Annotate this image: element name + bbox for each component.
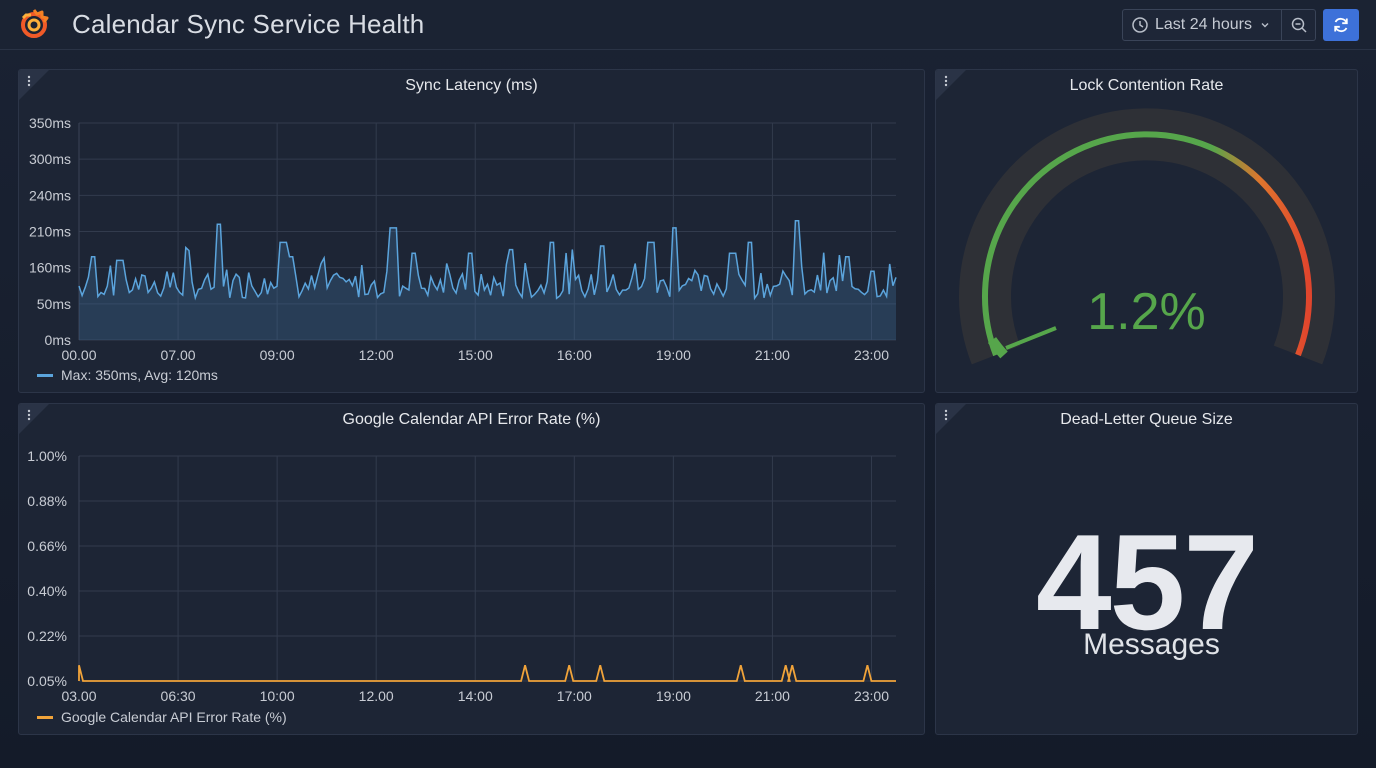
clock-icon	[1132, 17, 1148, 33]
lock-contention-gauge	[959, 108, 1335, 365]
gauge-threshold-arc	[982, 131, 1312, 357]
panel-menu-icon[interactable]	[942, 408, 950, 422]
panel-corner	[19, 404, 49, 434]
y-tick-label: 300ms	[29, 151, 71, 167]
stat-unit: Messages	[1083, 628, 1220, 661]
chevron-down-icon	[1261, 23, 1269, 28]
x-tick-label: 09:00	[260, 347, 295, 363]
dead-letter-queue-panel[interactable]: Dead-Letter Queue Size 457 Messages	[935, 403, 1358, 735]
x-tick-label: 10:00	[260, 688, 295, 704]
panel-corner	[936, 404, 966, 434]
panel-menu-icon[interactable]	[25, 408, 33, 422]
series-line	[78, 665, 896, 682]
x-tick-label: 23:00	[854, 347, 889, 363]
time-range-picker[interactable]: Last 24 hours	[1122, 9, 1282, 41]
y-tick-label: 210ms	[29, 224, 71, 240]
top-bar: Calendar Sync Service Health Last 24 hou…	[0, 0, 1376, 50]
legend-item[interactable]: Max: 350ms, Avg: 120ms	[37, 367, 218, 383]
x-tick-label: 21:00	[755, 347, 790, 363]
panel-menu-icon[interactable]	[25, 74, 33, 88]
x-tick-label: 07.00	[161, 347, 196, 363]
dashboard-title[interactable]: Calendar Sync Service Health	[72, 9, 425, 39]
y-tick-label: 0.22%	[27, 628, 67, 644]
lock-contention-panel[interactable]: Lock Contention Rate 1.2%	[935, 69, 1358, 393]
api-error-rate-panel[interactable]: Google Calendar API Error Rate (%) 0.05%…	[18, 403, 925, 735]
stat-value: 457	[1036, 506, 1259, 658]
y-tick-label: 0.66%	[27, 538, 67, 554]
y-tick-label: 160ms	[29, 260, 71, 276]
panel-menu-icon[interactable]	[942, 74, 950, 88]
gauge-needle	[1005, 326, 1057, 350]
x-tick-label: 14:00	[458, 688, 493, 704]
x-tick-label: 12:00	[359, 347, 394, 363]
y-tick-label: 1.00%	[27, 448, 67, 464]
x-tick-label: 21:00	[755, 688, 790, 704]
x-tick-label: 03.00	[61, 688, 96, 704]
x-tick-label: 23:00	[854, 688, 889, 704]
x-tick-label: 12.00	[359, 688, 394, 704]
series-area	[79, 220, 896, 340]
x-tick-label: 15:00	[458, 347, 493, 363]
legend-swatch	[37, 715, 53, 719]
zoom-out-button[interactable]	[1282, 9, 1316, 41]
api-error-rate-chart: 0.05% 0.22% 0.40% 0.66% 0.88% 1.00% 03.00 06:30…	[27, 448, 896, 704]
legend-swatch	[37, 373, 53, 377]
refresh-icon	[1334, 17, 1348, 33]
x-tick-label: 06:30	[161, 688, 196, 704]
sync-latency-panel[interactable]: Sync Latency (ms) 0ms 50ms 160ms 210ms 240ms…	[18, 69, 925, 393]
zoom-out-icon	[1291, 17, 1307, 33]
x-tick-label: 19:00	[656, 347, 691, 363]
y-tick-label: 0.88%	[27, 493, 67, 509]
time-range-label: Last 24 hours	[1155, 16, 1252, 33]
sync-latency-chart: 0ms 50ms 160ms 210ms 240ms 300ms 350ms 00.00 07.…	[29, 115, 897, 363]
grafana-logo-icon[interactable]	[16, 6, 52, 42]
x-tick-label: 16:00	[557, 347, 592, 363]
y-tick-label: 0ms	[45, 332, 71, 348]
legend-label: Google Calendar API Error Rate (%)	[61, 709, 287, 725]
x-tick-label: 17:00	[557, 688, 592, 704]
y-tick-label: 50ms	[37, 296, 71, 312]
legend-label: Max: 350ms, Avg: 120ms	[61, 367, 218, 383]
panel-title[interactable]: Sync Latency (ms)	[405, 77, 538, 94]
gauge-value-arc	[987, 337, 1008, 359]
y-tick-label: 350ms	[29, 115, 71, 131]
refresh-button[interactable]	[1323, 9, 1359, 41]
legend-item[interactable]: Google Calendar API Error Rate (%)	[37, 709, 287, 725]
y-tick-label: 240ms	[29, 187, 71, 203]
series-line	[78, 219, 897, 301]
y-tick-label: 0.05%	[27, 673, 67, 689]
panel-corner	[19, 70, 49, 100]
panel-title[interactable]: Google Calendar API Error Rate (%)	[342, 411, 601, 428]
panel-corner	[936, 70, 966, 100]
panel-title[interactable]: Dead-Letter Queue Size	[1060, 411, 1233, 428]
x-tick-label: 19:00	[656, 688, 691, 704]
y-tick-label: 0.40%	[27, 583, 67, 599]
x-tick-label: 00.00	[61, 347, 96, 363]
gauge-value: 1.2%	[1087, 283, 1206, 341]
panel-title[interactable]: Lock Contention Rate	[1069, 77, 1224, 94]
